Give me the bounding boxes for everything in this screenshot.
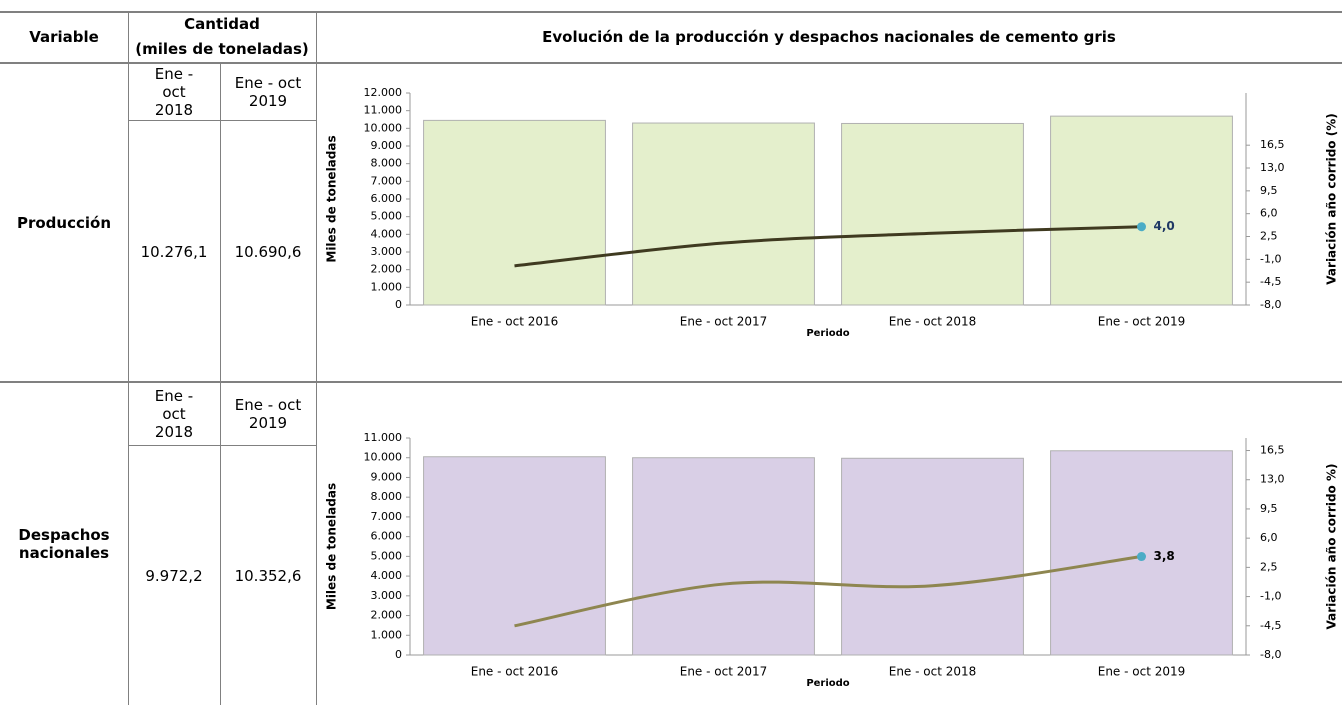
period: Ene - oct 2019 [234,396,302,432]
y2-tick-label: -4,5 [1260,275,1281,288]
y-tick-label: 7.000 [371,174,403,187]
y2-tick-label: -1,0 [1260,590,1281,603]
bar [841,122,1024,306]
x-tick-label: Ene - oct 2017 [680,665,768,679]
header: (miles de toneladas) [135,40,309,58]
y-tick-label: 5.000 [371,210,403,223]
row-label: Producción [16,214,112,232]
y-tick-label: 3.000 [371,589,403,602]
line [514,555,1142,628]
rule [316,12,317,705]
y-tick-label: 10.000 [364,121,403,134]
y-tick-label: 1.000 [371,280,403,293]
x-tick-label: Ene - oct 2017 [680,315,768,329]
y2-tick-label: 9,5 [1260,184,1278,197]
y-tick-label: 1.000 [371,628,403,641]
y-tick-label: 7.000 [371,510,403,523]
y2-tick-label: 6,0 [1260,207,1278,220]
y2-tick-label: -8,0 [1260,648,1281,661]
y-tick-label: 5.000 [371,549,403,562]
y-axis-label: Miles de toneladas [325,135,339,262]
rule [128,12,129,705]
x-axis-label: Periodo [806,678,849,689]
y2-tick-label: 16,5 [1260,444,1285,457]
rule [220,64,221,705]
rule [0,381,1342,383]
bar [632,457,815,656]
y-tick-label: 11.000 [364,104,403,117]
bar [423,456,606,656]
bar [423,119,606,306]
y2-tick-label: -8,0 [1260,298,1281,311]
value: 10.690,6 [234,242,302,261]
chart: 0 1.000 2.000 3.000 4.000 5.000 6.000 7.000 8.00… [325,431,1339,689]
y-tick-label: 12.000 [364,86,403,99]
y-tick-label: 0 [395,298,402,311]
y2-tick-label: -4,5 [1260,619,1281,632]
row-label: Despachos nacionales [18,526,110,562]
marker [1137,552,1146,562]
y2-axis-label: Variación año corrido %) [1325,464,1339,630]
y-tick-label: 3.000 [371,245,403,258]
y2-tick-label: 13,0 [1260,473,1285,486]
y-tick-label: 8.000 [371,490,403,503]
y-axis-label: Miles de toneladas [325,483,339,610]
value: 9.972,2 [145,566,203,585]
y-tick-label: 11.000 [364,431,403,444]
data-label: 3,8 [1154,549,1175,563]
y-tick-label: 4.000 [371,227,403,240]
y2-tick-label: 9,5 [1260,502,1278,515]
x-tick-label: Ene - oct 2018 [889,315,977,329]
y-tick-label: 6.000 [371,530,403,543]
rule [128,445,316,446]
y2-tick-label: -1,0 [1260,252,1281,265]
y-tick-label: 10.000 [364,451,403,464]
rule [0,62,1342,64]
x-tick-label: Ene - oct 2019 [1098,315,1186,329]
x-axis-label: Periodo [806,328,849,339]
y2-tick-label: 16,5 [1260,138,1285,151]
y2-tick-label: 2,5 [1260,560,1278,573]
y-tick-label: 4.000 [371,569,403,582]
y-tick-label: 6.000 [371,192,403,205]
value: 10.352,6 [234,566,302,585]
y2-tick-label: 2,5 [1260,230,1278,243]
period: Ene - oct 2018 [154,65,194,119]
x-tick-label: Ene - oct 2016 [471,665,559,679]
x-tick-label: Ene - oct 2019 [1098,665,1186,679]
rule [128,120,316,121]
header: Variable [29,28,99,46]
data-label: 4,0 [1154,219,1175,233]
rule [0,11,1342,13]
y-tick-label: 0 [395,648,402,661]
y2-tick-label: 6,0 [1260,531,1278,544]
chart: 0 1.000 2.000 3.000 4.000 5.000 6.000 7.000 8.00… [325,86,1339,339]
period: Ene - oct 2018 [154,387,194,441]
y-tick-label: 9.000 [371,139,403,152]
y2-tick-label: 13,0 [1260,161,1285,174]
chart-title: Evolución de la producción y despachos n… [542,28,1116,46]
y-tick-label: 9.000 [371,470,403,483]
x-tick-label: Ene - oct 2016 [471,315,559,329]
y-tick-label: 8.000 [371,157,403,170]
line [514,225,1142,268]
bar [632,122,815,306]
header: Cantidad [184,15,260,33]
period: Ene - oct 2019 [234,74,302,110]
x-tick-label: Ene - oct 2018 [889,665,977,679]
marker [1137,222,1146,232]
y-tick-label: 2.000 [371,263,403,276]
y2-axis-label: Variación año corrido (%) [1325,113,1339,284]
bar [1050,115,1233,306]
bar [841,457,1024,656]
y-tick-label: 2.000 [371,609,403,622]
value: 10.276,1 [140,242,208,261]
